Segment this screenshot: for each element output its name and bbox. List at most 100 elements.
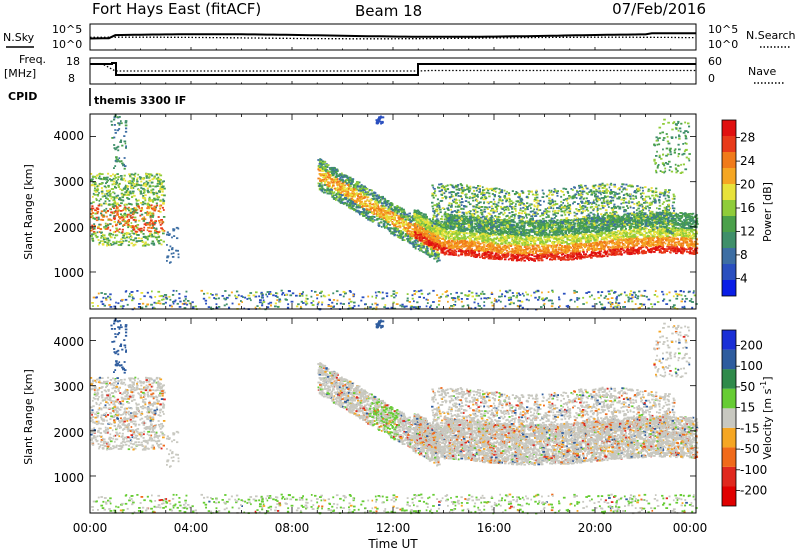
power-cell: [338, 180, 341, 183]
power-cell: [359, 197, 362, 200]
power-cell: [102, 238, 106, 241]
power-cell: [127, 226, 129, 229]
power-cell: [131, 225, 134, 227]
power-cell: [160, 183, 163, 186]
power-cell: [384, 200, 387, 203]
power-cell: [122, 240, 125, 243]
power-cell: [106, 198, 109, 200]
power-cell: [129, 215, 132, 218]
power-cell: [333, 187, 336, 190]
power-cell: [171, 256, 175, 258]
power-cell: [155, 202, 158, 205]
power-cell: [342, 184, 345, 187]
power-cell: [150, 219, 153, 222]
power-cell: [345, 179, 348, 181]
power-cell: [397, 216, 401, 219]
power-cell: [406, 228, 408, 231]
power-cell: [398, 222, 401, 225]
power-cell: [356, 185, 359, 188]
power-cell: [419, 244, 423, 247]
power-cell: [157, 181, 160, 184]
power-cell: [362, 202, 366, 205]
power-cell: [175, 226, 179, 229]
power-cell: [380, 214, 383, 217]
power-cell: [102, 243, 105, 246]
power-cell: [166, 244, 168, 246]
power-cell: [91, 205, 94, 208]
power-cell: [120, 160, 123, 162]
power-cell: [332, 197, 335, 200]
power-cell: [140, 180, 143, 183]
power-cell: [102, 234, 106, 237]
power-cell: [343, 195, 346, 198]
power-cell: [91, 207, 93, 210]
freq-panel: Freq. [MHz] 18 8 60 0 Nave: [4, 53, 784, 85]
power-cell: [393, 213, 396, 215]
power-cell: [170, 252, 173, 255]
power-cell: [110, 203, 113, 206]
power-cell: [406, 235, 409, 238]
power-cell: [148, 211, 152, 214]
power-cell: [351, 192, 355, 195]
power-cell: [92, 217, 95, 219]
power-cell: [146, 238, 149, 241]
power-cell: [155, 232, 158, 234]
power-cell: [412, 244, 415, 247]
power-cell: [159, 210, 162, 213]
power-cell: [156, 182, 159, 185]
power-cell: [325, 169, 329, 171]
power-cell: [107, 224, 110, 227]
power-cell: [371, 215, 374, 218]
power-cell: [99, 177, 103, 180]
power-cell: [390, 216, 393, 219]
power-cell: [107, 179, 109, 182]
power-cell: [140, 237, 143, 240]
power-cell: [344, 194, 347, 197]
power-cell: [137, 184, 140, 186]
power-cell: [150, 189, 153, 192]
power-cell: [348, 203, 352, 205]
power-cell: [372, 220, 375, 222]
power-cell: [361, 195, 364, 198]
power-cell: [109, 214, 112, 217]
power-cell: [369, 193, 372, 196]
power-cell: [153, 223, 156, 226]
power-cell: [115, 146, 119, 149]
power-cell: [348, 206, 351, 209]
power-cell: [359, 193, 362, 196]
power-cell: [407, 230, 410, 232]
power-cell: [404, 235, 406, 238]
power-cell: [341, 194, 344, 196]
power-cell: [570, 258, 574, 261]
power-cell: [369, 198, 372, 201]
power-cell: [386, 225, 388, 227]
power-cell: [397, 230, 401, 233]
power-cell: [411, 224, 414, 227]
power-cell: [391, 211, 394, 214]
power-cell: [91, 184, 94, 186]
power-cell: [358, 200, 361, 202]
power-cell: [348, 179, 351, 181]
power-cell: [107, 184, 110, 187]
power-cell: [385, 200, 389, 203]
power-cell: [99, 240, 102, 243]
power-cell: [321, 187, 324, 190]
power-cell: [121, 162, 124, 165]
power-cell: [149, 233, 152, 235]
power-cell: [386, 211, 390, 214]
power-cell: [125, 233, 128, 236]
power-cell: [420, 248, 423, 251]
power-cell: [353, 195, 356, 198]
power-cell: [390, 218, 394, 220]
power-cell: [403, 214, 406, 216]
power-cell: [366, 199, 369, 202]
power-cell: [432, 218, 434, 221]
power-cell: [434, 255, 437, 258]
power-cell: [115, 186, 117, 189]
power-cell: [117, 122, 120, 125]
power-cell: [410, 237, 414, 240]
power-cell: [395, 207, 398, 210]
power-cell: [114, 165, 117, 167]
power-cell: [136, 204, 139, 207]
power-cell: [365, 207, 368, 210]
